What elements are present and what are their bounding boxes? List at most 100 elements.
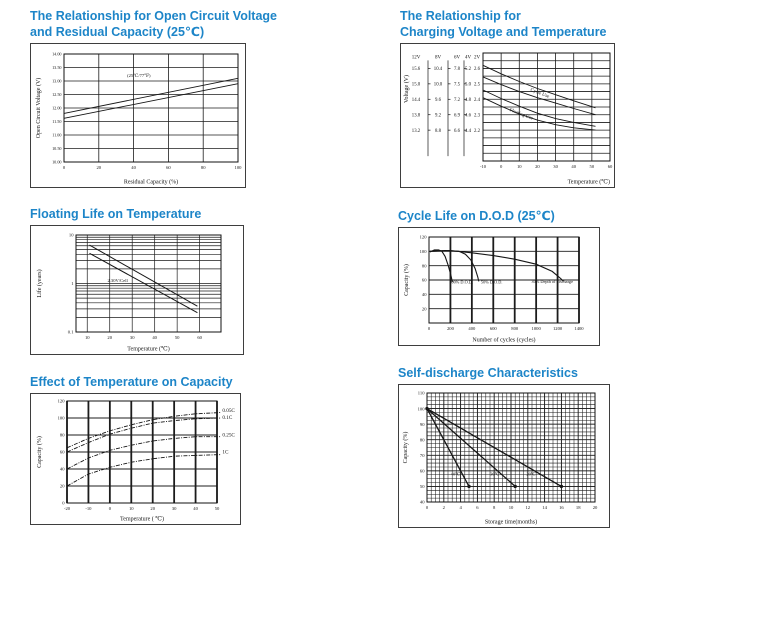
svg-text:Voltage (V): Voltage (V) bbox=[403, 75, 410, 103]
svg-text:0.25C: 0.25C bbox=[222, 433, 235, 439]
svg-text:2V: 2V bbox=[474, 55, 481, 60]
svg-text:20: 20 bbox=[107, 335, 112, 340]
svg-text:40℃: 40℃ bbox=[451, 472, 461, 477]
self-discharge-chart: 0 2 4 6 8 10 12 14 16 18 20 40 50 60 70 80 90 100 110 Stora… bbox=[402, 391, 598, 526]
svg-text:7.2: 7.2 bbox=[454, 98, 461, 103]
svg-text:4.8: 4.8 bbox=[465, 98, 472, 103]
chart-title-ocv-vs-residual-capacity: The Relationship for Open Circuit Voltag… bbox=[30, 9, 278, 39]
svg-text:8V: 8V bbox=[435, 55, 442, 60]
svg-text:12V: 12V bbox=[412, 55, 421, 60]
svg-text:0.1: 0.1 bbox=[68, 330, 74, 335]
svg-text:40: 40 bbox=[152, 335, 157, 340]
svg-text:Residual Capacity (%): Residual Capacity (%) bbox=[124, 179, 178, 186]
svg-text:20℃: 20℃ bbox=[526, 472, 536, 477]
svg-text:15.0: 15.0 bbox=[412, 83, 421, 88]
svg-text:1000: 1000 bbox=[532, 326, 542, 331]
svg-text:20: 20 bbox=[150, 506, 155, 511]
svg-text:0: 0 bbox=[62, 501, 65, 506]
svg-text:10.4: 10.4 bbox=[434, 67, 443, 72]
temperature-capacity-chart: -20 -10 0 10 20 30 40 50 0 20 40 60 80 100 120 Temperat… bbox=[36, 399, 235, 523]
svg-text:4.6: 4.6 bbox=[465, 114, 472, 119]
svg-text:0.1C: 0.1C bbox=[222, 415, 232, 421]
svg-text:12: 12 bbox=[526, 505, 531, 510]
chart-panel-floating-life: Floating Life on Temperature 10 20 30 40 50 6… bbox=[30, 206, 244, 360]
chart-panel-temperature-capacity: Effect of Temperature on Capacity -20 -10… bbox=[30, 374, 241, 530]
svg-text:11.50: 11.50 bbox=[52, 119, 61, 124]
svg-text:30: 30 bbox=[553, 164, 558, 169]
svg-text:6.6: 6.6 bbox=[454, 129, 461, 134]
chart-title-floating-life: Floating Life on Temperature bbox=[30, 207, 202, 221]
svg-text:80: 80 bbox=[201, 165, 206, 170]
svg-text:Temperature (℃): Temperature (℃) bbox=[127, 346, 169, 353]
svg-text:4.4: 4.4 bbox=[465, 129, 472, 134]
svg-text:0: 0 bbox=[63, 165, 66, 170]
svg-text:4: 4 bbox=[459, 505, 462, 510]
svg-text:2.5: 2.5 bbox=[474, 83, 481, 88]
svg-text:10: 10 bbox=[69, 233, 74, 238]
svg-text:100: 100 bbox=[418, 406, 426, 411]
svg-text:60: 60 bbox=[197, 335, 202, 340]
svg-text:50: 50 bbox=[590, 164, 595, 169]
svg-text:400: 400 bbox=[468, 326, 476, 331]
svg-text:100: 100 bbox=[420, 249, 428, 254]
svg-text:20: 20 bbox=[60, 484, 65, 489]
svg-text:10.50: 10.50 bbox=[52, 146, 61, 151]
chart-frame: 12V 8V 6V 4V 2V 15.6 15.0 14.4 13.8 13.2 10.4 10.0 9… bbox=[400, 43, 615, 188]
chart-title-self-discharge: Self-discharge Characteristics bbox=[398, 366, 578, 380]
svg-text:50: 50 bbox=[215, 506, 220, 511]
cycle-life-dod-chart: 0 200 400 600 800 1000 1200 1400 20 40 60 80 100 120 N… bbox=[403, 235, 584, 344]
chart-panel-cycle-life-dod: Cycle Life on D.O.D (25℃) 0 200 400 600 800 1… bbox=[398, 208, 600, 351]
svg-text:Temperature ( ℃): Temperature ( ℃) bbox=[120, 516, 164, 523]
svg-text:80: 80 bbox=[422, 263, 427, 268]
svg-text:9.6: 9.6 bbox=[435, 98, 442, 103]
svg-text:10: 10 bbox=[517, 164, 522, 169]
svg-text:50: 50 bbox=[175, 335, 180, 340]
ocv-vs-residual-capacity-chart: 0 20 40 60 80 100 10.00 10.50 11.00 11.50 12.00 12.… bbox=[35, 52, 243, 186]
charging-voltage-vs-temperature-chart: 12V 8V 6V 4V 2V 15.6 15.0 14.4 13.8 13.2 10.4 10.0 9… bbox=[403, 52, 613, 186]
chart-frame: 10 20 30 40 50 60 0.1 1 10 Temperature (℃) Life (y… bbox=[30, 225, 244, 355]
svg-text:40: 40 bbox=[422, 292, 427, 297]
chart-title-temperature-capacity: Effect of Temperature on Capacity bbox=[30, 375, 233, 389]
chart-frame: 0 2 4 6 8 10 12 14 16 18 20 40 50 60 70 80 90 100 110 Stora… bbox=[398, 384, 610, 528]
svg-text:1400: 1400 bbox=[574, 326, 584, 331]
svg-text:80: 80 bbox=[420, 437, 425, 442]
svg-text:Storage time(months): Storage time(months) bbox=[485, 519, 537, 526]
svg-text:4V: 4V bbox=[465, 55, 472, 60]
svg-text:1200: 1200 bbox=[553, 326, 563, 331]
chart-panel-ocv-vs-residual-capacity: The Relationship for Open Circuit Voltag… bbox=[30, 8, 277, 193]
svg-text:Cycle Use: Cycle Use bbox=[529, 88, 549, 100]
svg-text:6.9: 6.9 bbox=[454, 114, 461, 119]
svg-text:2.3: 2.3 bbox=[474, 114, 481, 119]
svg-text:40: 40 bbox=[571, 164, 576, 169]
svg-text:Temperature (℃): Temperature (℃) bbox=[568, 179, 610, 186]
svg-text:20: 20 bbox=[97, 165, 102, 170]
svg-text:1C: 1C bbox=[222, 450, 229, 456]
svg-text:14.00: 14.00 bbox=[52, 52, 61, 57]
svg-text:40: 40 bbox=[131, 165, 136, 170]
chart-title-cycle-life-dod: Cycle Life on D.O.D (25℃) bbox=[398, 209, 555, 223]
svg-text:13.2: 13.2 bbox=[412, 129, 421, 134]
svg-text:600: 600 bbox=[490, 326, 498, 331]
floating-life-chart: 10 20 30 40 50 60 0.1 1 10 Temperature (℃) Life (y… bbox=[36, 233, 222, 353]
chart-frame: -20 -10 0 10 20 30 40 50 0 20 40 60 80 100 120 Temperat… bbox=[30, 393, 241, 525]
svg-text:30: 30 bbox=[130, 335, 135, 340]
svg-text:1: 1 bbox=[71, 281, 74, 286]
svg-text:120: 120 bbox=[420, 235, 428, 240]
svg-text:60: 60 bbox=[166, 165, 171, 170]
svg-text:10: 10 bbox=[85, 335, 90, 340]
svg-text:16: 16 bbox=[559, 505, 564, 510]
svg-text:100% D.O.D.: 100% D.O.D. bbox=[449, 280, 473, 285]
chart-panel-self-discharge: Self-discharge Characteristics 0 2 4 6 8 10 12… bbox=[398, 365, 610, 533]
svg-text:Open Circuit Voltage (V): Open Circuit Voltage (V) bbox=[35, 78, 42, 139]
svg-text:110: 110 bbox=[418, 391, 425, 396]
svg-text:-20: -20 bbox=[64, 506, 71, 511]
svg-text:100: 100 bbox=[235, 165, 243, 170]
svg-text:20: 20 bbox=[593, 505, 598, 510]
svg-text:10.00: 10.00 bbox=[52, 160, 61, 165]
svg-text:40: 40 bbox=[60, 467, 65, 472]
svg-text:120: 120 bbox=[58, 399, 66, 404]
svg-text:6: 6 bbox=[476, 505, 479, 510]
svg-text:10: 10 bbox=[509, 505, 514, 510]
svg-text:100: 100 bbox=[58, 416, 66, 421]
